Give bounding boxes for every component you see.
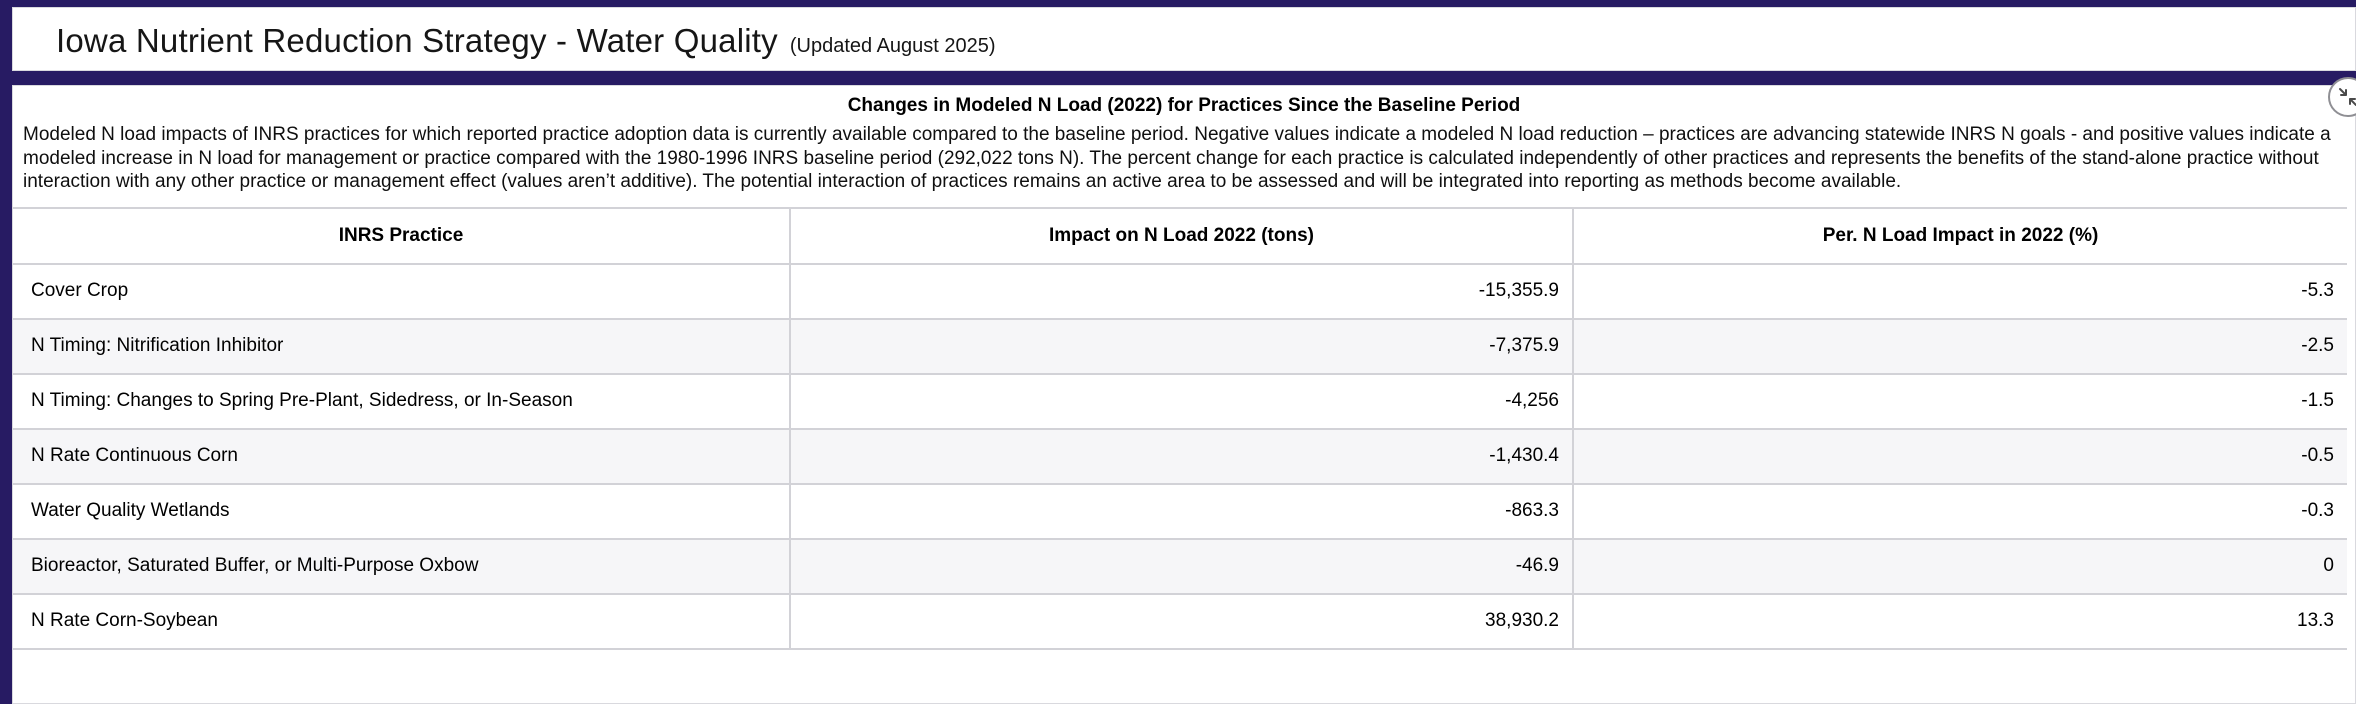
dashboard-title: Iowa Nutrient Reduction Strategy - Water… (56, 22, 778, 59)
impact-tons-cell: -1,430.4 (790, 427, 1574, 485)
dashboard-title-group: Iowa Nutrient Reduction Strategy - Water… (56, 22, 996, 60)
table-row: N Rate Corn-Soybean 38,930.2 13.3 (13, 592, 2347, 650)
table-row: Cover Crop -15,355.9 -5.3 (13, 262, 2347, 320)
impact-pct-cell: 13.3 (1573, 592, 2347, 650)
practice-cell: N Timing: Nitrification Inhibitor (13, 317, 791, 375)
table-row: Water Quality Wetlands -863.3 -0.3 (13, 482, 2347, 540)
column-header-impact-pct: Per. N Load Impact in 2022 (%) (1573, 206, 2347, 265)
practice-cell: N Timing: Changes to Spring Pre-Plant, S… (13, 372, 791, 430)
dashboard-header: Iowa Nutrient Reduction Strategy - Water… (12, 7, 2356, 71)
collapse-panel-button[interactable] (2328, 77, 2356, 117)
impact-pct-cell: 0 (1573, 537, 2347, 595)
table-row: N Timing: Nitrification Inhibitor -7,375… (13, 317, 2347, 375)
practice-cell: Water Quality Wetlands (13, 482, 791, 540)
table-row: Bioreactor, Saturated Buffer, or Multi-P… (13, 537, 2347, 595)
impact-tons-cell: -7,375.9 (790, 317, 1574, 375)
impact-pct-cell: -1.5 (1573, 372, 2347, 430)
practice-cell: N Rate Corn-Soybean (13, 592, 791, 650)
column-header-practice: INRS Practice (13, 206, 791, 265)
impact-pct-cell: -0.5 (1573, 427, 2347, 485)
table-header-row: INRS Practice Impact on N Load 2022 (ton… (13, 206, 2347, 265)
dashboard-subtitle: (Updated August 2025) (789, 35, 996, 57)
impact-tons-cell: -4,256 (790, 372, 1574, 430)
collapse-icon (2339, 88, 2356, 106)
impact-pct-cell: -0.3 (1573, 482, 2347, 540)
table-row: N Rate Continuous Corn -1,430.4 -0.5 (13, 427, 2347, 485)
practice-cell: Cover Crop (13, 262, 791, 320)
column-header-impact-tons: Impact on N Load 2022 (tons) (790, 206, 1574, 265)
practice-cell: N Rate Continuous Corn (13, 427, 791, 485)
impact-tons-cell: 38,930.2 (790, 592, 1574, 650)
impact-tons-cell: -15,355.9 (790, 262, 1574, 320)
nload-panel: Changes in Modeled N Load (2022) for Pra… (12, 85, 2356, 704)
table-row: N Timing: Changes to Spring Pre-Plant, S… (13, 372, 2347, 430)
impact-pct-cell: -5.3 (1573, 262, 2347, 320)
impact-tons-cell: -863.3 (790, 482, 1574, 540)
impact-tons-cell: -46.9 (790, 537, 1574, 595)
impact-pct-cell: -2.5 (1573, 317, 2347, 375)
panel-title: Changes in Modeled N Load (2022) for Pra… (847, 95, 1521, 116)
nload-table: INRS Practice Impact on N Load 2022 (ton… (13, 206, 2347, 650)
practice-cell: Bioreactor, Saturated Buffer, or Multi-P… (13, 537, 791, 595)
panel-description: Modeled N load impacts of INRS practices… (23, 124, 2331, 192)
